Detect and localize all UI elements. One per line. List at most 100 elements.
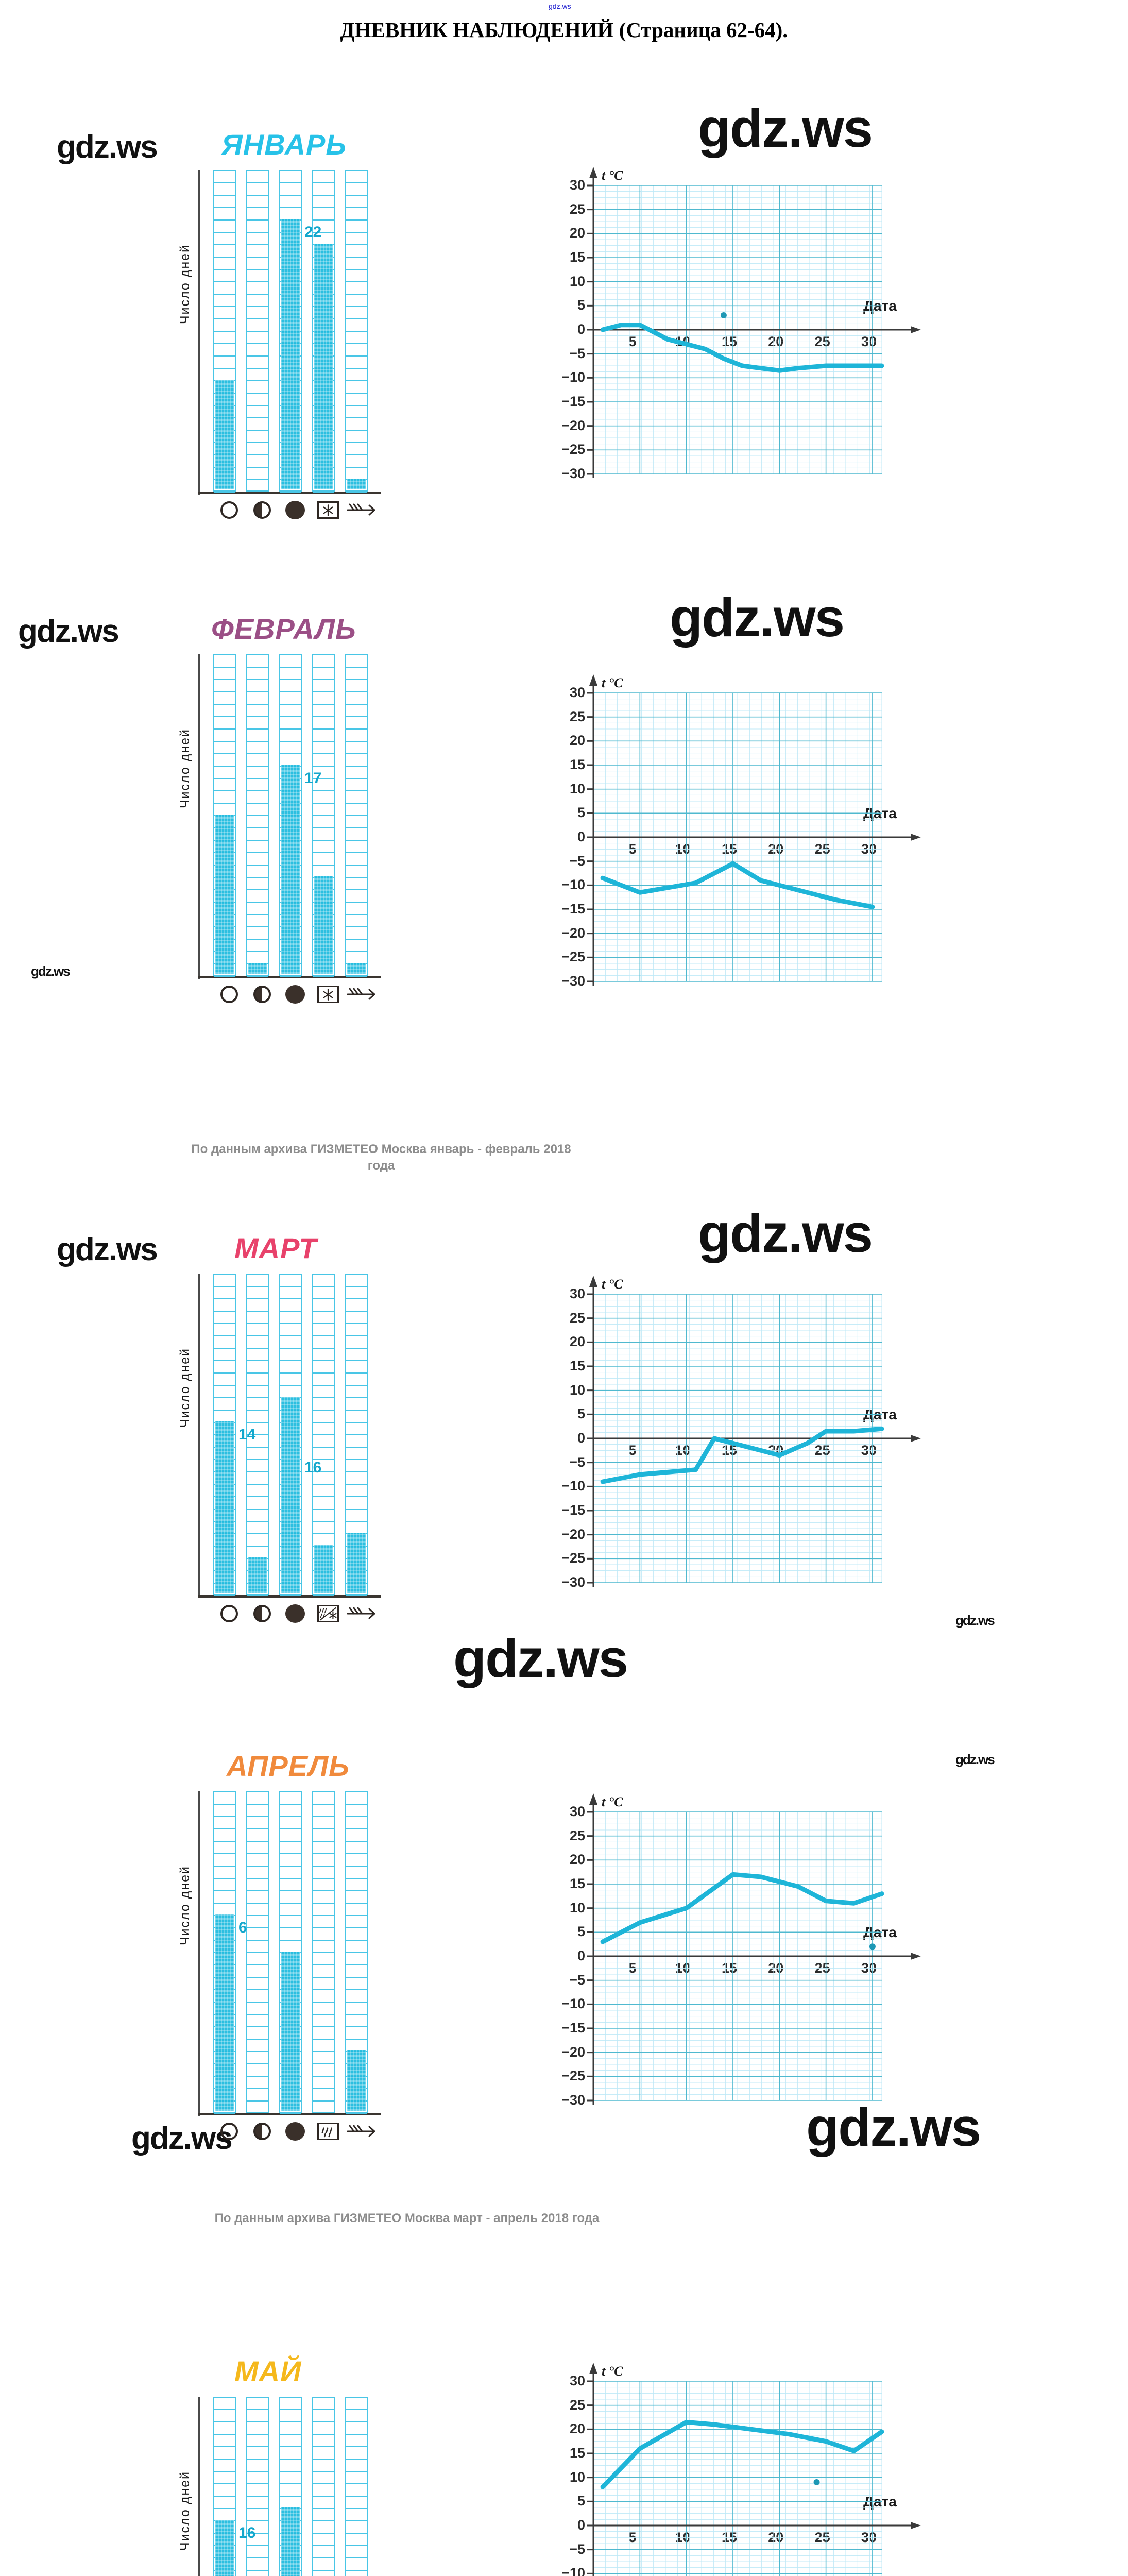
column-cell <box>346 878 367 890</box>
column-cell <box>247 2497 268 2509</box>
wind-icon <box>347 1606 375 1621</box>
temperature-y-tick: 0 <box>577 1948 585 1963</box>
temperature-y-tick: −30 <box>561 973 585 989</box>
source-caption-mar-apr: По данным архива ГИЗМЕТЕО Москва март - … <box>103 2210 711 2227</box>
column-cell <box>313 1485 334 1497</box>
column-cell <box>313 171 334 183</box>
column-cell <box>247 1792 268 1805</box>
column-cell <box>247 270 268 282</box>
column-cell <box>214 1792 235 1805</box>
temperature-y-tick: 20 <box>569 1334 585 1350</box>
column-cell <box>313 2534 334 2546</box>
column-cell <box>247 1312 268 1324</box>
column-cell <box>247 208 268 221</box>
column-cell <box>346 1275 367 1287</box>
bar-chart-y-axis-label: Число дней <box>178 1865 192 1945</box>
column-cell <box>214 1336 235 1349</box>
column-cell <box>346 1904 367 1916</box>
column-cell <box>346 791 367 804</box>
temperature-y-tick: 0 <box>577 1430 585 1446</box>
column-cell <box>214 730 235 742</box>
column-cell <box>214 2410 235 2422</box>
column-cell <box>247 1829 268 1842</box>
column-cell <box>214 2447 235 2460</box>
column-fill <box>347 1533 366 1593</box>
column-cell <box>346 2447 367 2460</box>
column-cell <box>247 2064 268 2077</box>
column-cell <box>346 196 367 208</box>
column-cell <box>214 2102 235 2114</box>
column-cell <box>346 295 367 307</box>
temperature-axis-unit: t °C <box>602 168 623 183</box>
column-cell <box>346 754 367 767</box>
column-cell <box>214 171 235 183</box>
legend-slot <box>246 499 279 521</box>
watermark: gdz.ws <box>31 963 71 979</box>
legend-slot <box>213 983 246 1006</box>
column-cell <box>313 2447 334 2460</box>
column-cell <box>214 2497 235 2509</box>
column-cell <box>346 828 367 841</box>
column-cell <box>280 1867 301 1879</box>
temperature-y-tick: 10 <box>569 273 585 289</box>
column-cell <box>280 1349 301 1361</box>
temperature-y-tick: −20 <box>561 1526 585 1542</box>
column-cell <box>313 2472 334 2484</box>
column-cell <box>313 1879 334 1891</box>
column-fill <box>248 1557 267 1593</box>
column-cell <box>214 779 235 791</box>
bar-value-label: 17 <box>304 770 322 787</box>
day-count-column <box>213 1791 236 2114</box>
clear-sky-icon <box>220 501 238 519</box>
column-cell <box>247 282 268 295</box>
temperature-chart-february: t °C 30 25 20 15 10 5 0 −5 −10 −15 −20 −25 −30 5 10 15 20… <box>546 674 921 1023</box>
column-cell <box>247 1435 268 1448</box>
column-cell <box>346 1965 367 1978</box>
temperature-y-tick: −5 <box>569 1454 585 1470</box>
column-cell <box>346 927 367 940</box>
column-cell <box>214 717 235 730</box>
column-cell <box>247 319 268 332</box>
column-cell <box>313 221 334 233</box>
temperature-y-tick: −25 <box>561 2068 585 2084</box>
temperature-plot-svg <box>587 1793 921 2105</box>
column-cell <box>247 915 268 927</box>
bar-chart-y-axis-label: Число дней <box>178 2470 192 2551</box>
column-cell <box>346 1324 367 1336</box>
column-cell <box>214 1584 235 1596</box>
column-cell <box>346 1941 367 1953</box>
column-fill <box>347 963 366 974</box>
column-cell <box>214 692 235 705</box>
watermark-small: gdz.ws <box>549 2 571 10</box>
column-cell <box>280 1275 301 1287</box>
column-cell <box>346 443 367 455</box>
column-cell <box>247 791 268 804</box>
column-cell <box>214 295 235 307</box>
bar-chart-baseline <box>198 1595 381 1598</box>
column-cell <box>247 245 268 258</box>
column-cell <box>214 2422 235 2435</box>
column-cell <box>247 890 268 903</box>
column-cell <box>346 2558 367 2571</box>
column-cell <box>346 866 367 878</box>
watermark: gdz.ws <box>57 1232 158 1267</box>
column-cell <box>247 742 268 754</box>
column-cell <box>313 692 334 705</box>
temperature-plot-svg <box>587 167 921 478</box>
column-cell <box>346 890 367 903</box>
temperature-y-tick: 10 <box>569 2469 585 2485</box>
column-cell <box>280 668 301 680</box>
partly-cloudy-icon <box>253 986 271 1003</box>
column-cell <box>247 468 268 480</box>
column-cell <box>313 655 334 668</box>
weather-legend-april <box>213 2120 378 2143</box>
column-cell <box>247 2410 268 2422</box>
column-cell <box>247 406 268 418</box>
column-cell <box>247 196 268 208</box>
bar-chart-baseline <box>198 976 381 978</box>
column-cell <box>346 1485 367 1497</box>
column-cell <box>346 319 367 332</box>
column-cell <box>346 1460 367 1472</box>
column-cell <box>247 2027 268 2040</box>
column-cell <box>346 171 367 183</box>
